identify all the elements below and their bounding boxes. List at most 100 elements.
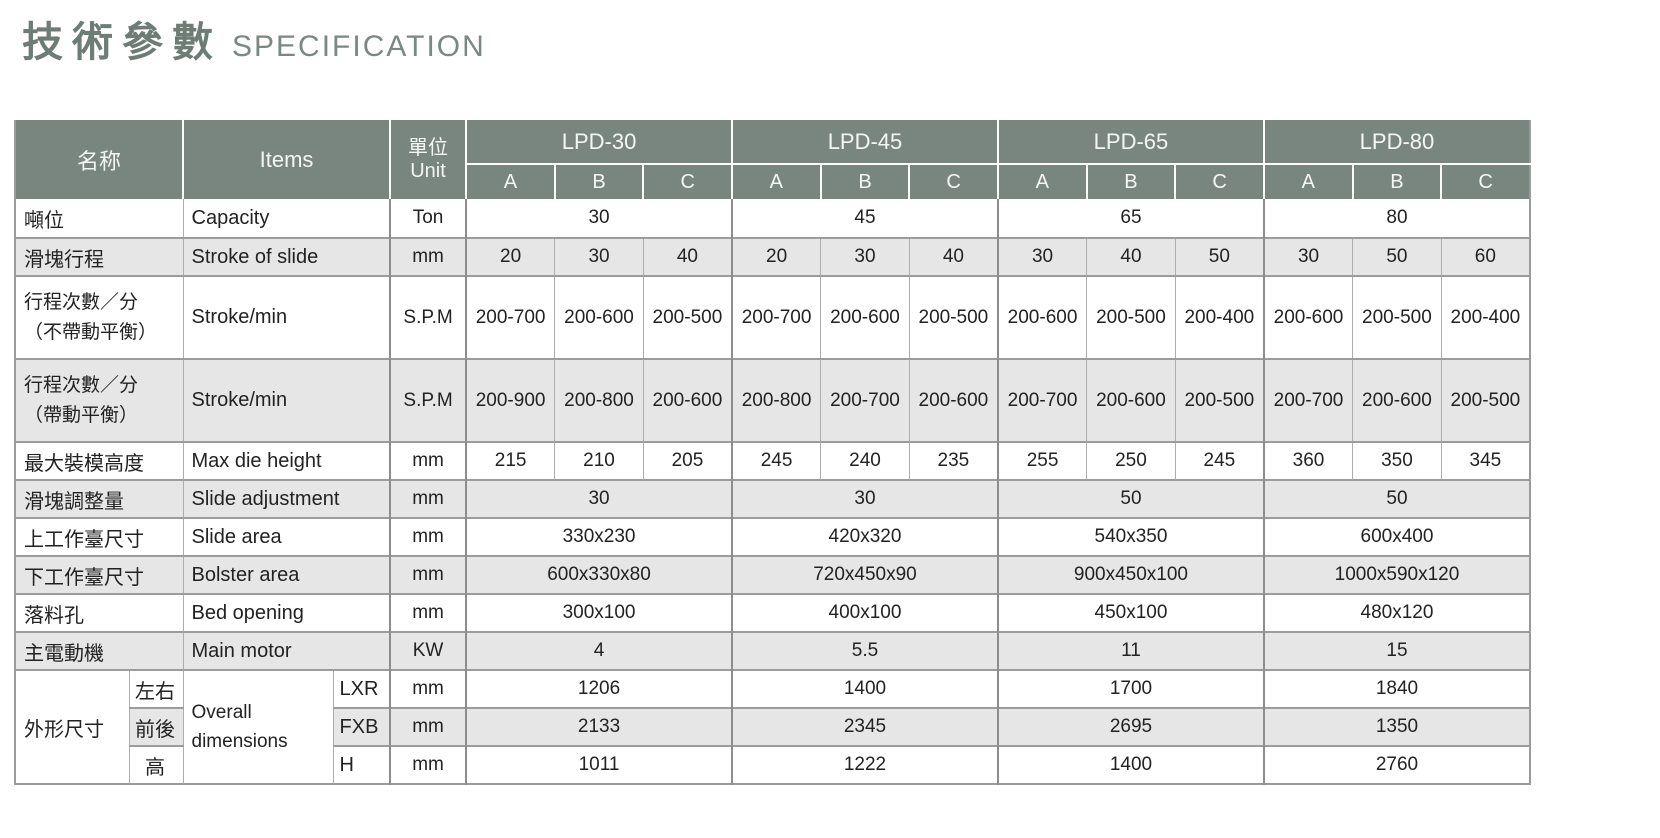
row-item-cell: Main motor [182, 631, 391, 670]
unit-cell: mm [389, 707, 467, 746]
value-cell: 1000x590x120 [1262, 555, 1530, 594]
page-title-zh: 技術參數 [22, 19, 222, 65]
value-cell: 600x400 [1262, 517, 1530, 556]
value-cell: 200-400 [1174, 275, 1264, 359]
value-cell: 4 [465, 631, 732, 670]
value-cell: 200-600 [1086, 358, 1176, 442]
row-item-cell: Stroke/min [182, 275, 391, 359]
value-cell: 11 [996, 631, 1264, 670]
col-header-sub-c: C [642, 164, 732, 199]
row-name-line2: （不帶動平衡） [24, 321, 158, 343]
value-cell: 2760 [1262, 745, 1530, 784]
value-cell: 40 [642, 237, 732, 276]
value-cell: 200-600 [1352, 358, 1442, 442]
col-header-sub-a: A [1262, 164, 1353, 199]
row-name-cell: 行程次數／分 （帶動平衡） [15, 358, 184, 442]
row-item-cell: Stroke of slide [182, 237, 391, 276]
row-main-motor: 主電動機 Main motor KW 4 5.5 11 15 [15, 631, 1530, 670]
col-header-model-lpd45: LPD-45 [731, 120, 998, 165]
value-cell: 400x100 [731, 593, 998, 632]
value-cell: 40 [908, 237, 998, 276]
value-cell: 30 [820, 237, 910, 276]
page-title-en: SPECIFICATION [232, 30, 486, 63]
row-item-cell: Max die height [182, 441, 391, 480]
row-item-cell: Slide adjustment [182, 479, 391, 518]
row-bolster-area: 下工作臺尺寸 Bolster area mm 600x330x80 720x45… [15, 555, 1530, 594]
row-item-cell: Bolster area [182, 555, 391, 594]
row-name-cell: 落料孔 [15, 593, 184, 632]
value-cell: 15 [1262, 631, 1530, 670]
row-capacity: 噸位 Capacity Ton 30 45 65 80 [15, 199, 1530, 238]
value-cell: 200-400 [1440, 275, 1530, 359]
row-name-cell: 行程次數／分 （不帶動平衡） [15, 275, 184, 359]
row-overall-lxr: 外形尺寸 左右 Overall dimensions LXR mm 1206 1… [15, 669, 1530, 784]
value-cell: 235 [908, 441, 998, 480]
col-header-unit: 單位 Unit [389, 120, 467, 199]
value-cell: 300x100 [465, 593, 732, 632]
col-header-sub-b: B [819, 164, 910, 199]
value-cell: 205 [642, 441, 732, 480]
row-name-line1: 行程次數／分 [24, 375, 139, 397]
value-cell: 30 [1262, 237, 1353, 276]
unit-cell: Ton [389, 199, 467, 238]
col-header-sub-c: C [908, 164, 998, 199]
row-name-cell: 噸位 [15, 199, 184, 238]
value-cell: 200-600 [908, 358, 998, 442]
value-cell: 1700 [996, 669, 1264, 708]
value-cell: 50 [1352, 237, 1442, 276]
row-item-cell: Capacity [182, 199, 391, 238]
value-cell: 200-600 [554, 275, 644, 359]
row-name-cell: 主電動機 [15, 631, 184, 670]
value-cell: 720x450x90 [731, 555, 998, 594]
value-cell: 450x100 [996, 593, 1264, 632]
row-name-line2: （帶動平衡） [24, 404, 139, 426]
value-cell: 200-500 [1086, 275, 1176, 359]
value-cell: 50 [1262, 479, 1530, 518]
value-cell: 480x120 [1262, 593, 1530, 632]
value-cell: 2345 [731, 707, 998, 746]
axis-cell: 前後 [128, 707, 184, 746]
row-spm-with-balance: 行程次數／分 （帶動平衡） Stroke/min S.P.M 200-900 2… [15, 358, 1530, 442]
value-cell: 200-700 [465, 275, 555, 359]
col-header-model-lpd65: LPD-65 [996, 120, 1264, 165]
value-cell: 200-700 [1262, 358, 1353, 442]
value-cell: 250 [1086, 441, 1176, 480]
value-cell: 345 [1440, 441, 1530, 480]
row-spm-without-balance: 行程次數／分 （不帶動平衡） Stroke/min S.P.M 200-700 … [15, 275, 1530, 359]
value-cell: 200-700 [996, 358, 1087, 442]
value-cell: 65 [996, 199, 1264, 238]
row-max-die-height: 最大裝模高度 Max die height mm 215 210 205 245… [15, 441, 1530, 480]
row-bed-opening: 落料孔 Bed opening mm 300x100 400x100 450x1… [15, 593, 1530, 632]
axis-cell: 左右 [128, 669, 184, 708]
value-cell: 200-600 [996, 275, 1087, 359]
dimension-code-cell: H [332, 745, 391, 784]
value-cell: 2133 [465, 707, 732, 746]
col-header-sub-a: A [996, 164, 1087, 199]
unit-cell: mm [389, 517, 467, 556]
col-header-unit-zh: 單位 [408, 136, 449, 159]
value-cell: 30 [731, 479, 998, 518]
value-cell: 2695 [996, 707, 1264, 746]
row-name-cell: 滑塊行程 [15, 237, 184, 276]
row-slide-adjustment: 滑塊調整量 Slide adjustment mm 30 30 50 50 [15, 479, 1530, 518]
row-item-line2: dimensions [191, 731, 288, 752]
row-name-cell: 外形尺寸 [15, 669, 129, 784]
row-slide-area: 上工作臺尺寸 Slide area mm 330x230 420x320 540… [15, 517, 1530, 556]
value-cell: 200-700 [731, 275, 821, 359]
value-cell: 420x320 [731, 517, 998, 556]
row-item-cell: Stroke/min [182, 358, 391, 442]
value-cell: 1011 [465, 745, 732, 784]
value-cell: 5.5 [731, 631, 998, 670]
value-cell: 200-500 [908, 275, 998, 359]
value-cell: 80 [1262, 199, 1530, 238]
col-header-sub-b: B [553, 164, 644, 199]
row-item-cell: Slide area [182, 517, 391, 556]
value-cell: 1400 [996, 745, 1264, 784]
value-cell: 30 [465, 479, 732, 518]
unit-cell: KW [389, 631, 467, 670]
value-cell: 350 [1352, 441, 1442, 480]
col-header-name: 名称 [15, 120, 184, 199]
value-cell: 45 [731, 199, 998, 238]
page-title: 技術參數 SPECIFICATION [22, 8, 486, 68]
value-cell: 60 [1440, 237, 1530, 276]
